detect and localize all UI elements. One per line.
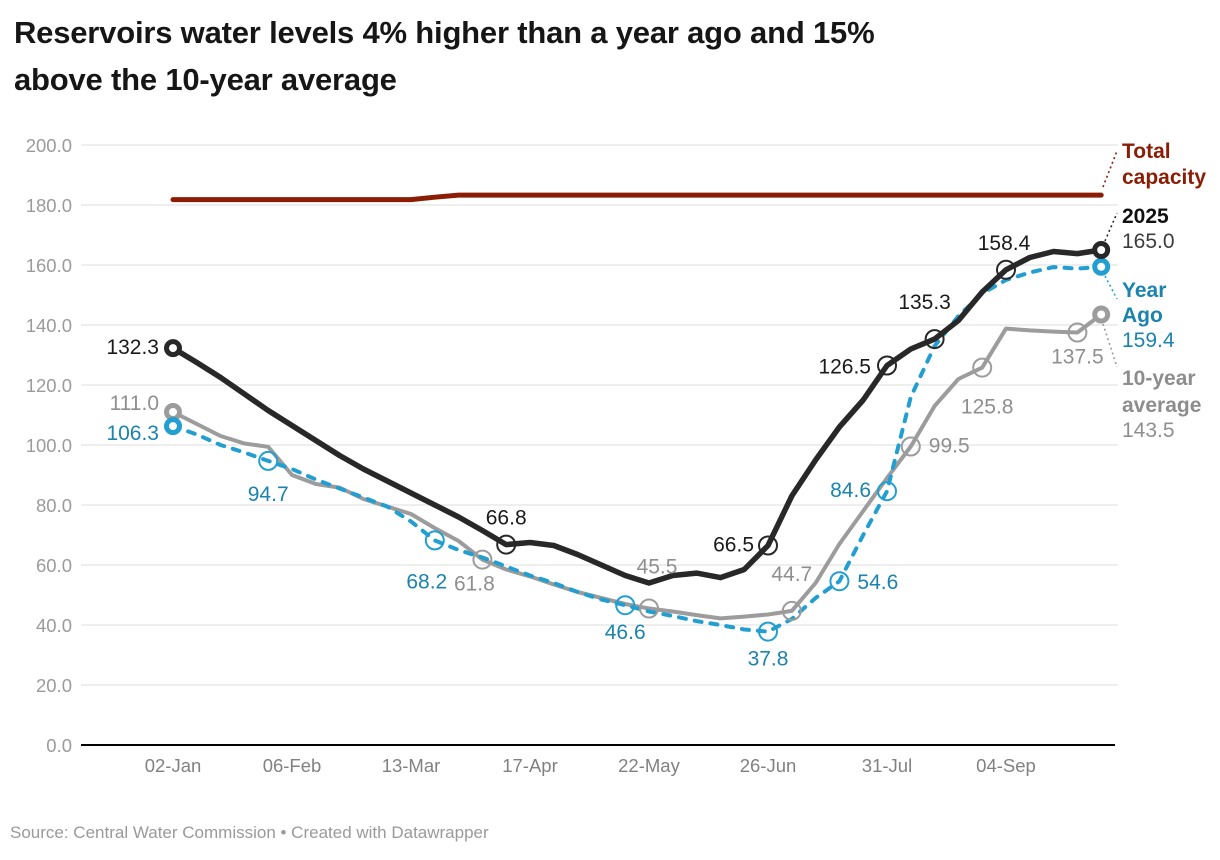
point-label-2025: 132.3: [106, 336, 159, 359]
legend-label-10-year-average: 10-year: [1122, 367, 1196, 390]
chart-title-line-1: Reservoirs water levels 4% higher than a…: [14, 15, 875, 50]
point-marker-year-ago: [1092, 257, 1111, 276]
series-line-total-capacity: [170, 192, 1104, 203]
legend-label-total-capacity: capacity: [1122, 166, 1206, 189]
point-marker-10-year-average: [472, 549, 493, 570]
point-label-year-ago: 106.3: [106, 422, 159, 445]
y-tick-label: 40.0: [36, 615, 72, 636]
legend-label-10-year-average: average: [1122, 394, 1201, 417]
leader-line-10-year-average: [1102, 323, 1118, 368]
y-tick-label: 0.0: [46, 735, 72, 756]
point-label-year-ago: 68.2: [406, 570, 447, 593]
point-marker-10-year-average: [164, 403, 182, 421]
point-marker-2025: [496, 534, 517, 555]
point-marker-year-ago: [615, 595, 636, 616]
point-label-2025: 66.5: [713, 534, 754, 557]
point-label-2025: 135.3: [898, 291, 951, 314]
y-tick-label: 120.0: [26, 375, 72, 396]
x-tick-label: 02-Jan: [145, 755, 202, 776]
point-marker-10-year-average: [1092, 305, 1111, 324]
point-label-year-ago: 94.7: [248, 483, 289, 506]
legend-value-10-year-average: 143.5: [1122, 419, 1175, 442]
y-tick-label: 200.0: [26, 135, 72, 156]
y-tick-label: 20.0: [36, 675, 72, 696]
point-marker-2025: [758, 535, 778, 556]
point-label-2025: 158.4: [978, 232, 1031, 255]
source-note: Source: Central Water Commission • Creat…: [10, 823, 489, 842]
point-marker-10-year-average: [972, 357, 993, 378]
x-tick-label: 17-Apr: [502, 755, 558, 776]
point-marker-2025: [1092, 241, 1111, 259]
point-label-2025: 126.5: [818, 356, 871, 379]
point-label-year-ago: 46.6: [605, 621, 646, 644]
legend-label-2025: 2025: [1122, 205, 1169, 228]
leader-line-2025: [1104, 212, 1118, 242]
point-label-10-year-average: 45.5: [637, 556, 678, 579]
y-tick-label: 180.0: [26, 195, 72, 216]
point-marker-year-ago: [424, 530, 445, 551]
point-label-10-year-average: 125.8: [961, 396, 1014, 419]
x-tick-label: 22-May: [618, 755, 680, 776]
x-tick-label: 31-Jul: [862, 755, 912, 776]
point-label-10-year-average: 99.5: [929, 435, 970, 458]
point-marker-10-year-average: [781, 600, 802, 621]
point-label-2025: 66.8: [486, 507, 527, 530]
point-label-10-year-average: 61.8: [454, 573, 495, 596]
point-label-10-year-average: 111.0: [110, 392, 159, 415]
point-label-year-ago: 54.6: [857, 571, 898, 594]
y-tick-label: 160.0: [26, 255, 72, 276]
point-label-10-year-average: 137.5: [1051, 346, 1104, 369]
point-marker-2025: [924, 329, 945, 350]
point-label-year-ago: 84.6: [830, 479, 871, 502]
x-tick-label: 13-Mar: [382, 755, 441, 776]
point-marker-2025: [164, 339, 182, 358]
point-marker-year-ago: [758, 621, 778, 642]
point-marker-2025: [996, 259, 1016, 280]
legend-label-total-capacity: Total: [1122, 140, 1171, 163]
legend-label-year-ago: Ago: [1122, 304, 1163, 327]
legend-value-year-ago: 159.4: [1122, 329, 1175, 352]
y-tick-label: 60.0: [36, 555, 72, 576]
point-marker-10-year-average: [639, 598, 659, 619]
point-label-10-year-average: 44.7: [771, 563, 812, 586]
point-marker-10-year-average: [900, 436, 921, 457]
y-tick-label: 80.0: [36, 495, 72, 516]
x-tick-label: 04-Sep: [976, 755, 1036, 776]
y-tick-label: 140.0: [26, 315, 72, 336]
point-marker-year-ago: [877, 481, 897, 502]
point-marker-2025: [877, 355, 897, 376]
point-marker-year-ago: [258, 450, 279, 471]
point-marker-year-ago: [164, 417, 182, 436]
chart-title: Reservoirs water levels 4% higher than a…: [14, 10, 1189, 103]
point-label-year-ago: 37.8: [748, 648, 789, 671]
line-chart: 0.0 20.0 40.0 60.0 80.0 100.0 120.0 140.0 160.0 1…: [26, 135, 1207, 776]
x-tick-label: 06-Feb: [263, 755, 322, 776]
point-marker-10-year-average: [1067, 322, 1088, 343]
x-tick-label: 26-Jun: [740, 755, 797, 776]
point-marker-year-ago: [829, 571, 850, 592]
chart-title-line-2: above the 10-year average: [14, 61, 397, 97]
series-line-2025: [170, 247, 1104, 586]
y-tick-label: 100.0: [26, 435, 72, 456]
leader-line-total-capacity: [1102, 150, 1118, 188]
legend-label-year-ago: Year: [1122, 279, 1166, 302]
legend-value-2025: 165.0: [1122, 230, 1175, 253]
leader-line-year-ago: [1104, 275, 1118, 300]
